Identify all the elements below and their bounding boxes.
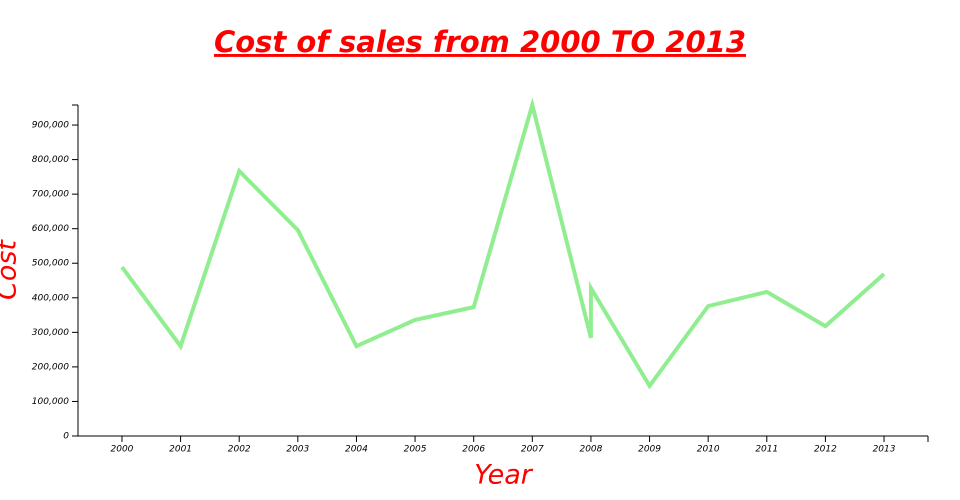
y-tick-label: 900,000 — [32, 121, 69, 131]
y-axis-label: Cost — [0, 239, 23, 300]
x-tick-label: 2005 — [404, 445, 427, 455]
y-tick-label: 400,000 — [32, 293, 69, 303]
y-tick-label: 0 — [63, 432, 69, 442]
x-tick-label: 2000 — [111, 445, 134, 455]
x-tick-label: 2010 — [697, 445, 720, 455]
y-tick-label: 100,000 — [32, 397, 69, 407]
y-tick-label: 800,000 — [32, 155, 69, 165]
x-tick-label: 2011 — [755, 445, 778, 455]
y-tick-label: 300,000 — [32, 328, 69, 338]
x-tick-label: 2013 — [873, 445, 896, 455]
data-line — [120, 97, 886, 390]
y-tick-label: 200,000 — [32, 362, 69, 372]
chart-title: Cost of sales from 2000 TO 2013 — [214, 25, 746, 59]
x-axis-label: Year — [474, 460, 534, 491]
x-tick-label: 2009 — [638, 445, 661, 455]
x-tick-label: 2004 — [345, 445, 368, 455]
y-tick-label: 500,000 — [32, 259, 69, 269]
x-tick-label: 2003 — [286, 445, 309, 455]
x-tick-label: 2002 — [228, 445, 251, 455]
x-tick-label: 2008 — [579, 445, 602, 455]
x-tick-label: 2012 — [814, 445, 837, 455]
x-tick-label: 2001 — [169, 445, 192, 455]
x-tick-label: 2007 — [521, 445, 544, 455]
x-tick-label: 2006 — [462, 445, 485, 455]
y-tick-label: 600,000 — [32, 224, 69, 234]
y-tick-label: 700,000 — [32, 190, 69, 200]
